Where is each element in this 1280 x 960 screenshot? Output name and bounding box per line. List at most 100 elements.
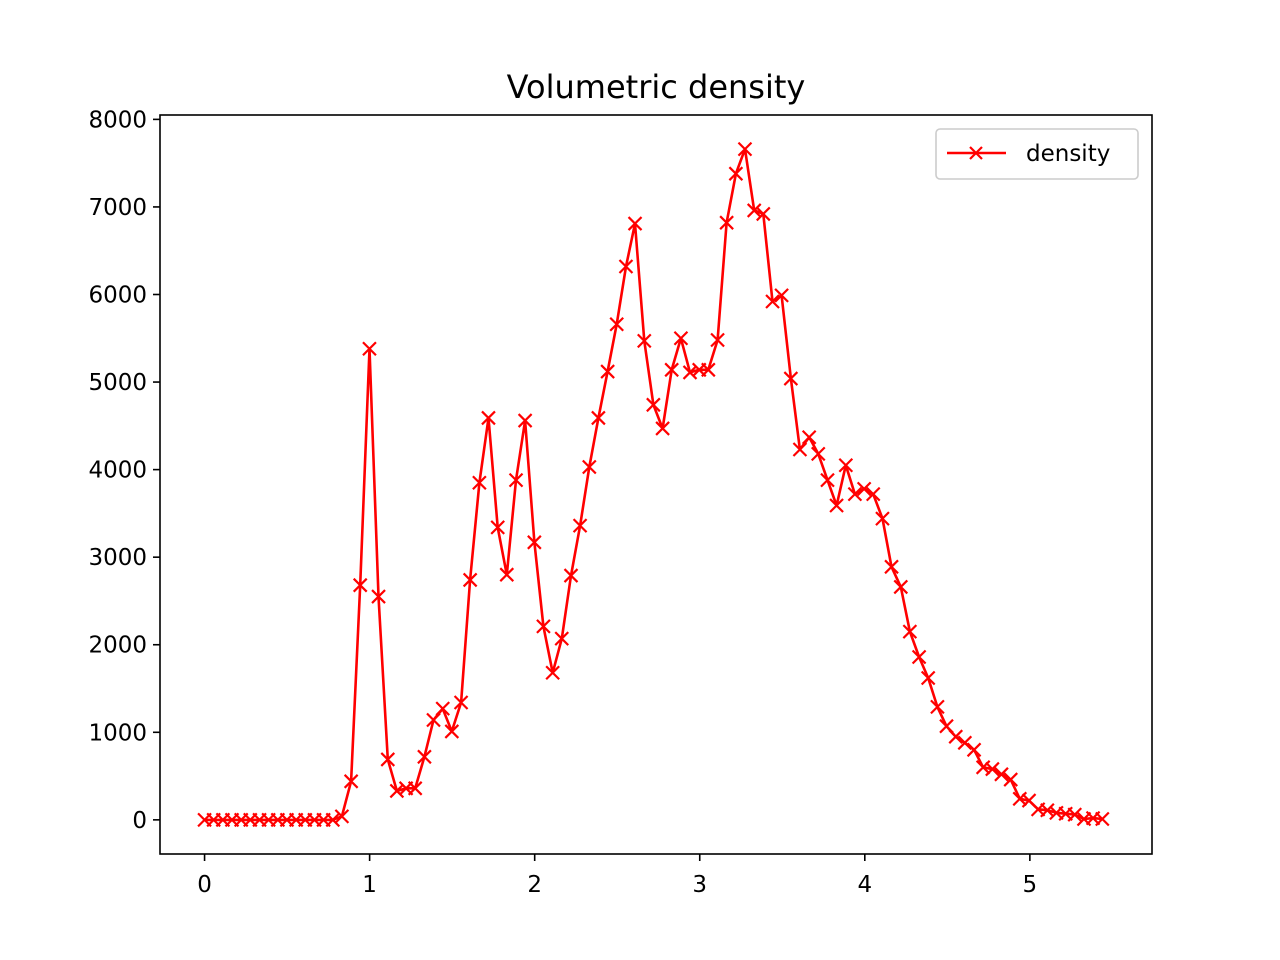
data-point	[444, 724, 460, 739]
data-point	[920, 670, 936, 686]
legend-swatch-marker	[969, 146, 983, 160]
data-point	[646, 397, 661, 413]
series-layer	[197, 141, 1110, 828]
data-point	[985, 761, 1000, 777]
legend-label: density	[1026, 141, 1110, 167]
data-point	[389, 783, 405, 799]
legend: density	[935, 128, 1139, 180]
data-point	[865, 486, 881, 502]
data-point	[820, 472, 835, 488]
data-point	[994, 767, 1009, 782]
data-point	[792, 442, 808, 457]
data-point	[829, 498, 844, 513]
data-point	[655, 421, 670, 436]
data-point	[756, 206, 771, 222]
data-point	[563, 568, 579, 583]
data-point	[948, 729, 964, 744]
data-point	[856, 481, 872, 497]
data-point	[435, 701, 451, 716]
data-point	[673, 330, 689, 346]
data-point	[499, 567, 515, 582]
data-point	[847, 486, 863, 502]
data-point	[462, 572, 478, 588]
data-point	[765, 294, 780, 309]
data-point	[893, 579, 909, 595]
data-point	[930, 699, 945, 715]
data-point	[664, 362, 679, 378]
y-tick-label: 6000	[88, 282, 147, 308]
data-point	[334, 809, 350, 824]
x-tick-label: 3	[692, 872, 707, 898]
y-tick-label: 0	[132, 808, 147, 834]
data-point	[371, 589, 386, 604]
data-point	[701, 362, 716, 378]
data-point	[536, 619, 551, 634]
y-tick-label: 5000	[88, 370, 147, 396]
x-tick-label: 2	[527, 872, 542, 898]
data-point	[600, 364, 615, 379]
y-tick-label: 8000	[88, 107, 147, 133]
y-tick-label: 1000	[88, 720, 147, 746]
data-point	[407, 781, 423, 796]
data-point	[618, 259, 634, 274]
data-point	[609, 316, 624, 332]
data-point	[957, 735, 973, 751]
data-point	[572, 518, 588, 533]
data-point	[719, 215, 734, 230]
data-point	[352, 577, 368, 593]
data-point	[966, 742, 982, 758]
data-point	[582, 459, 597, 475]
data-point	[911, 649, 927, 665]
data-point	[453, 695, 469, 710]
data-point	[472, 475, 487, 491]
y-axis: 0 1000 2000 3000 4000 5000 6000 7000 8000	[88, 107, 160, 834]
plot-area	[159, 114, 1153, 855]
data-point	[902, 624, 918, 639]
y-tick-label: 4000	[88, 458, 147, 484]
data-point	[728, 166, 744, 181]
data-point	[380, 752, 396, 767]
data-point	[783, 371, 799, 386]
x-tick-label: 0	[197, 872, 212, 898]
data-point	[1040, 802, 1055, 818]
x-tick-label: 5	[1023, 872, 1038, 898]
data-point	[875, 511, 890, 526]
x-tick-label: 1	[362, 872, 377, 898]
data-point	[1067, 807, 1083, 822]
data-point	[746, 203, 762, 218]
data-point	[343, 774, 359, 789]
data-point	[737, 141, 753, 157]
data-point	[527, 535, 542, 550]
data-point	[801, 429, 817, 445]
x-axis: 0 1 2 3 4 5	[197, 854, 1037, 898]
data-point	[508, 472, 524, 488]
y-tick-label: 2000	[88, 633, 147, 659]
data-point	[682, 365, 698, 380]
data-point	[1003, 772, 1018, 787]
data-point	[884, 559, 899, 575]
series-line-density	[204, 147, 1103, 822]
data-point	[838, 457, 854, 473]
data-point	[627, 216, 643, 231]
data-point	[517, 413, 533, 428]
data-point	[490, 520, 505, 535]
y-tick-label: 7000	[88, 195, 147, 221]
data-point	[426, 712, 441, 728]
x-tick-label: 4	[857, 872, 872, 898]
data-point	[1095, 811, 1110, 827]
data-point	[710, 332, 725, 348]
y-tick-label: 3000	[88, 545, 147, 571]
data-point	[637, 333, 652, 349]
data-point	[325, 812, 341, 828]
data-point	[774, 288, 789, 303]
legend-box	[935, 128, 1139, 180]
data-point	[545, 665, 560, 681]
data-point	[481, 410, 496, 426]
data-point	[591, 410, 606, 426]
data-point	[810, 446, 826, 462]
chart-title: Volumetric density	[507, 68, 806, 106]
data-point	[554, 631, 570, 646]
data-point	[417, 749, 432, 765]
data-point	[362, 341, 377, 357]
